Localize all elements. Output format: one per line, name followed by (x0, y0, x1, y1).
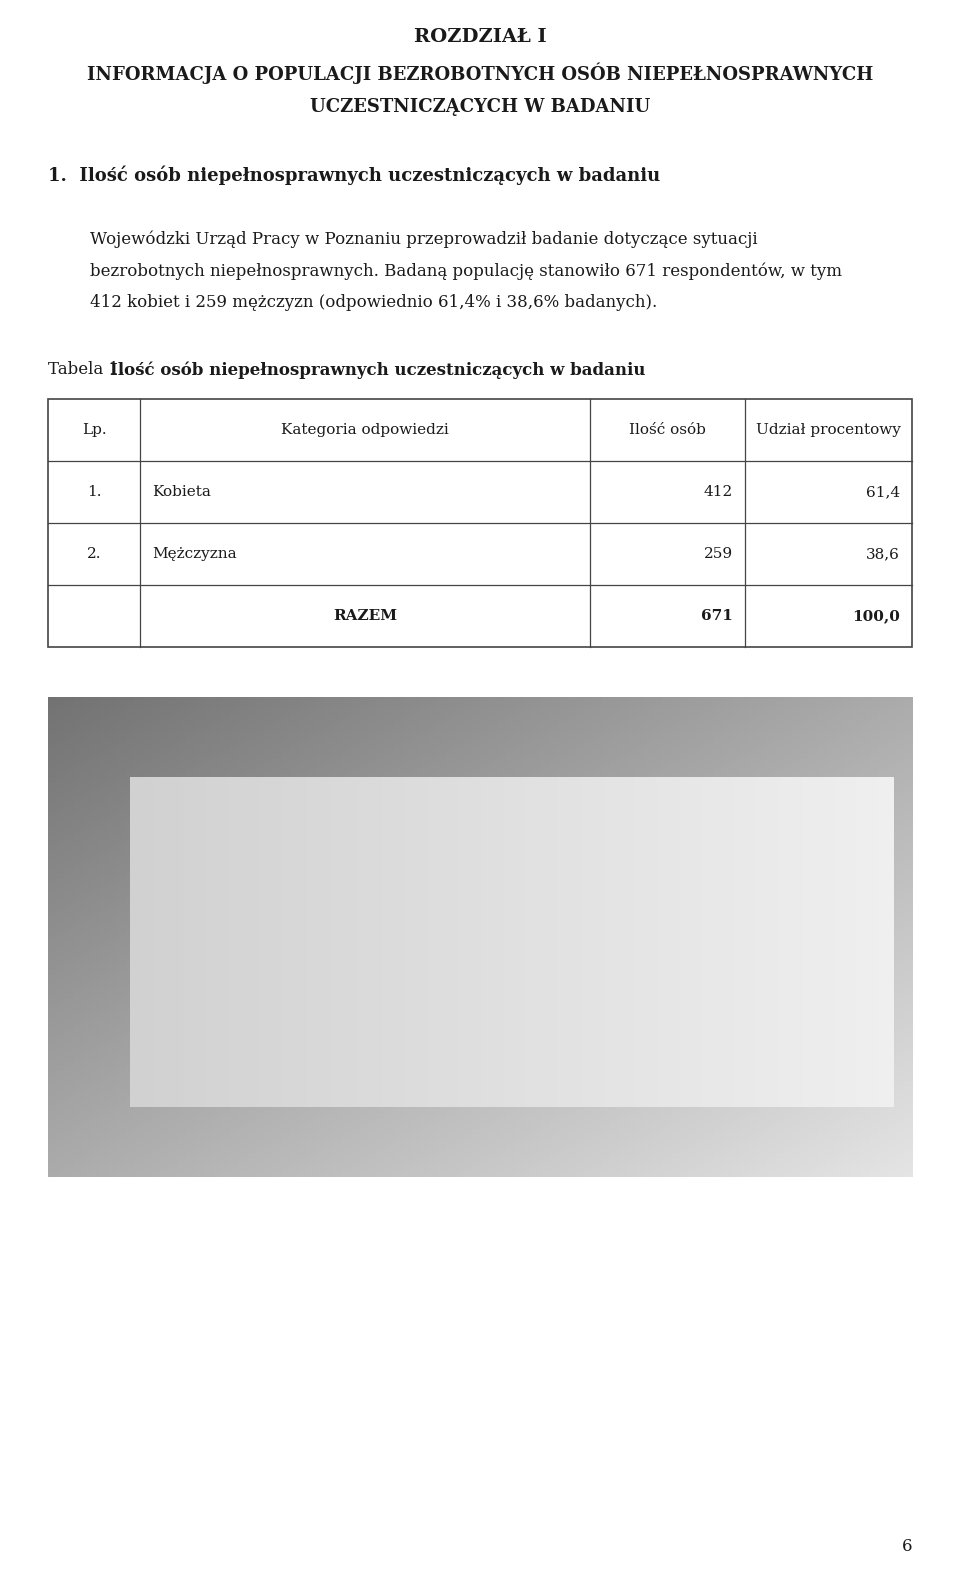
Text: 1.: 1. (86, 485, 101, 500)
Text: 70: 70 (103, 771, 122, 783)
Text: Ilość osób: Ilość osób (629, 422, 706, 437)
Text: Mężczyzna: Mężczyzna (152, 547, 236, 561)
Text: ROZDZIAŁ I: ROZDZIAŁ I (414, 28, 546, 46)
Text: 1.  Ilość osób niepełnosprawnych uczestniczących w badaniu: 1. Ilość osób niepełnosprawnych uczestni… (48, 165, 660, 184)
Bar (279, 818, 409, 1106)
Bar (539, 925, 668, 1106)
Text: 259: 259 (704, 547, 733, 561)
Text: 412 kobiet i 259 mężczyzn (odpowiednio 61,4% i 38,6% badanych).: 412 kobiet i 259 mężczyzn (odpowiednio 6… (90, 295, 658, 310)
Text: 412: 412 (704, 485, 733, 500)
Bar (48, 399, 912, 648)
Polygon shape (130, 1089, 912, 1106)
Text: 40: 40 (103, 911, 122, 925)
Text: Osoby niepełnosprawne biorące udział w badaniu: Osoby niepełnosprawne biorące udział w b… (190, 719, 649, 736)
Text: Kategoria odpowiedzi: Kategoria odpowiedzi (281, 422, 449, 437)
Text: 60: 60 (103, 816, 122, 831)
Polygon shape (409, 799, 427, 1106)
Text: INFORMACJA O POPULACJI BEZROBOTNYCH OSÓB NIEPEŁNOSPRAWNYCH: INFORMACJA O POPULACJI BEZROBOTNYCH OSÓB… (86, 61, 874, 84)
Text: 61,4%: 61,4% (316, 968, 372, 985)
Text: RAZEM: RAZEM (333, 608, 397, 623)
Text: 20: 20 (103, 1005, 122, 1020)
Text: Udział procentowy: Udział procentowy (756, 422, 900, 437)
Text: Tabela 1.: Tabela 1. (48, 361, 130, 378)
Text: 30: 30 (103, 958, 122, 972)
Text: 100,0: 100,0 (852, 608, 900, 623)
Text: Wojewódzki Urząd Pracy w Poznaniu przeprowadził badanie dotyczące sytuacji: Wojewódzki Urząd Pracy w Poznaniu przepr… (90, 230, 757, 247)
Polygon shape (539, 908, 686, 925)
Text: 50: 50 (103, 864, 122, 878)
Polygon shape (279, 799, 427, 818)
Text: Męczyznĭ: Męczyznĭ (573, 1132, 645, 1147)
Text: 61,4: 61,4 (866, 485, 900, 500)
Text: 0: 0 (112, 1100, 122, 1114)
Text: 2.: 2. (86, 547, 101, 561)
Text: Ilość osób niepełnosprawnych uczestniczących w badaniu: Ilość osób niepełnosprawnych uczestniczą… (110, 361, 645, 378)
Bar (130, 777, 894, 1106)
Text: bezrobotnych niepełnosprawnych. Badaną populację stanowiło 671 respondentów, w t: bezrobotnych niepełnosprawnych. Badaną p… (90, 262, 842, 279)
Text: Kobieta: Kobieta (152, 485, 211, 500)
Text: Lp.: Lp. (82, 422, 107, 437)
Text: UCZESTNICZĄCYCH W BADANIU: UCZESTNICZĄCYCH W BADANIU (310, 98, 650, 117)
Text: 10: 10 (103, 1053, 122, 1067)
Text: 6: 6 (901, 1538, 912, 1556)
Text: 38,6%: 38,6% (575, 1017, 632, 1034)
Polygon shape (668, 908, 686, 1106)
Text: 671: 671 (701, 608, 733, 623)
Text: Kobiety: Kobiety (320, 1132, 378, 1146)
Text: 38,6: 38,6 (866, 547, 900, 561)
